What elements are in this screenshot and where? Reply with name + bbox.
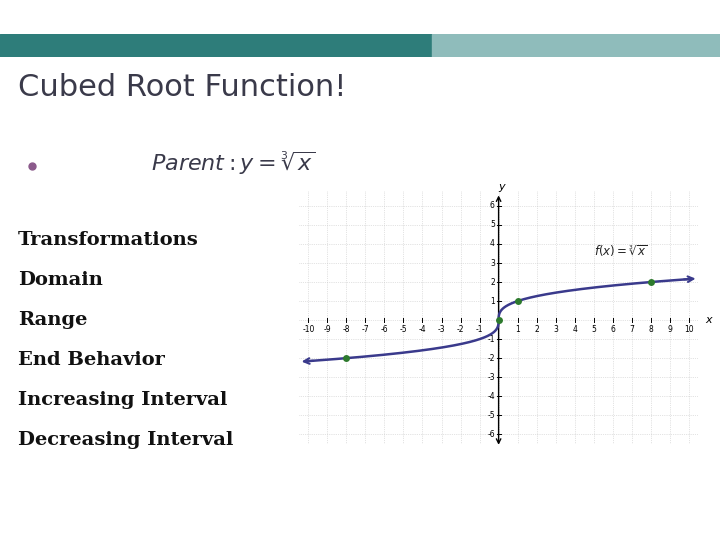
Text: 5: 5 (591, 325, 596, 334)
Text: 4: 4 (490, 240, 495, 248)
Text: 7: 7 (629, 325, 634, 334)
Text: 3: 3 (553, 325, 558, 334)
Text: Transformations: Transformations (18, 231, 199, 249)
Text: y: y (498, 181, 505, 192)
Text: 2: 2 (490, 278, 495, 287)
Text: 1: 1 (490, 296, 495, 306)
Text: -6: -6 (381, 325, 388, 334)
Text: -2: -2 (487, 354, 495, 363)
Text: 1: 1 (516, 325, 520, 334)
Text: 2: 2 (534, 325, 539, 334)
Text: $\mathit{Parent}: y = \sqrt[3]{x}$: $\mathit{Parent}: y = \sqrt[3]{x}$ (151, 150, 315, 177)
Text: Cubed Root Function!: Cubed Root Function! (18, 73, 346, 103)
Text: $f(x) = \sqrt[3]{x}$: $f(x) = \sqrt[3]{x}$ (594, 244, 648, 259)
Text: 10: 10 (684, 325, 693, 334)
Text: -1: -1 (476, 325, 483, 334)
Text: -10: -10 (302, 325, 315, 334)
Text: Increasing Interval: Increasing Interval (18, 391, 228, 409)
Text: End Behavior: End Behavior (18, 351, 165, 369)
Text: Decreasing Interval: Decreasing Interval (18, 431, 233, 449)
Bar (432, 34, 720, 57)
Bar (0, 34, 432, 57)
Text: -5: -5 (400, 325, 408, 334)
Text: 4: 4 (572, 325, 577, 334)
Text: -4: -4 (418, 325, 426, 334)
Text: 8: 8 (649, 325, 653, 334)
Text: Range: Range (18, 311, 87, 329)
Text: 9: 9 (667, 325, 672, 334)
Text: -4: -4 (487, 392, 495, 401)
Text: -6: -6 (487, 430, 495, 439)
Text: -3: -3 (438, 325, 446, 334)
Text: x: x (705, 315, 711, 325)
Text: -1: -1 (487, 335, 495, 343)
Text: Domain: Domain (18, 271, 103, 289)
Text: 6: 6 (611, 325, 615, 334)
Text: -2: -2 (456, 325, 464, 334)
Text: -5: -5 (487, 411, 495, 420)
Text: -7: -7 (361, 325, 369, 334)
Text: 3: 3 (490, 259, 495, 267)
Text: -3: -3 (487, 373, 495, 382)
Text: -9: -9 (323, 325, 331, 334)
Text: -8: -8 (343, 325, 350, 334)
Text: 6: 6 (490, 201, 495, 211)
Text: 5: 5 (490, 220, 495, 230)
